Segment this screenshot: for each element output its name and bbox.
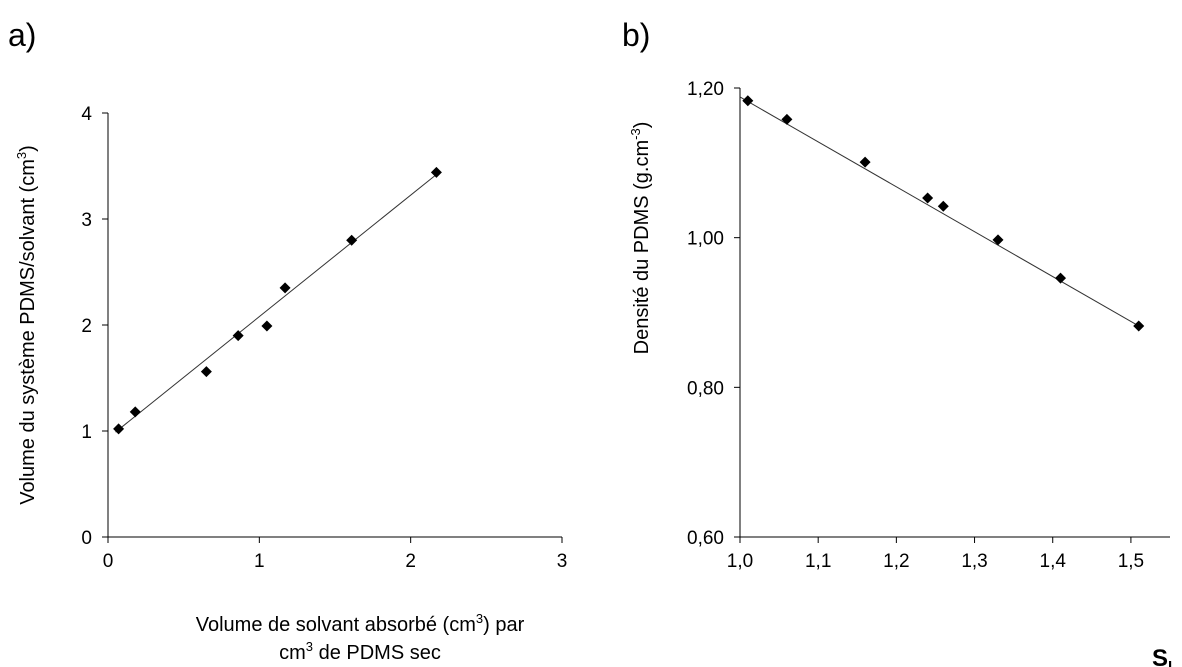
chart-b-ylabel: Densité du PDMS (g.cm-3): [628, 122, 653, 355]
chart-a-xlabel-line2: cm3 de PDMS sec: [279, 639, 441, 664]
chart-a: a) 0 1 2 3 0 1 2 3 4 Volume de solvant absorbé (…: [8, 17, 567, 664]
chart-a-trendline: [115, 174, 437, 433]
chart-b-axes: [734, 87, 1170, 543]
b-x-tick-label: 1,0: [727, 551, 753, 572]
a-data-point: [232, 330, 244, 342]
a-data-point: [261, 320, 273, 332]
a-data-point: [129, 406, 141, 418]
a-data-point: [113, 423, 125, 435]
b-y-tick-label: 0,60: [687, 528, 724, 549]
a-data-point: [279, 282, 291, 294]
chart-a-xlabel-line1: Volume de solvant absorbé (cm3) par: [196, 611, 525, 636]
b-data-point: [922, 192, 934, 204]
a-data-point: [346, 234, 358, 246]
a-data-point: [200, 366, 212, 378]
chart-b-xlabel: SL: [1152, 645, 1177, 667]
a-y-tick-label: 4: [81, 104, 92, 125]
chart-a-ylabel: Volume du système PDMS/solvant (cm3): [14, 145, 39, 505]
a-data-point: [430, 166, 442, 178]
b-x-tick-label: 1,5: [1118, 551, 1144, 572]
panel-label-a: a): [8, 17, 36, 53]
chart-a-axes: [102, 112, 563, 543]
a-y-tick-label: 1: [81, 422, 92, 443]
b-x-tick-label: 1,2: [883, 551, 909, 572]
a-x-tick-label: 0: [103, 551, 114, 572]
chart-b-tick-labels: 1,0 1,1 1,2 1,3 1,4 1,5 0,60 0,80 1,00 1,20: [687, 79, 1144, 572]
chart-b-points: [742, 95, 1145, 332]
b-data-point: [742, 95, 754, 107]
b-x-tick-label: 1,1: [805, 551, 831, 572]
b-data-point: [937, 200, 949, 212]
b-x-tick-label: 1,4: [1040, 551, 1067, 572]
b-data-point: [992, 234, 1004, 246]
b-data-point: [859, 156, 871, 168]
b-data-point: [1133, 320, 1145, 332]
b-y-tick-label: 1,00: [687, 229, 724, 250]
b-trend-line: [739, 96, 1139, 327]
b-data-point: [1055, 272, 1067, 284]
a-y-tick-label: 3: [81, 210, 92, 231]
a-x-tick-label: 1: [254, 551, 265, 572]
b-x-tick-label: 1,3: [961, 551, 987, 572]
chart-b: b) 1,0 1,1 1,2 1,3 1,4 1,5 0,60 0,80 1,00 1,20 SL…: [622, 17, 1177, 667]
chart-b-trendline: [739, 96, 1139, 327]
a-y-tick-label: 2: [81, 316, 92, 337]
b-data-point: [781, 113, 793, 125]
chart-a-tick-labels: 0 1 2 3 0 1 2 3 4: [81, 104, 567, 572]
a-y-tick-label: 0: [81, 528, 92, 549]
chart-a-points: [113, 166, 442, 435]
b-y-tick-label: 1,20: [687, 79, 724, 100]
b-y-tick-label: 0,80: [687, 378, 724, 399]
panel-label-b: b): [622, 17, 650, 53]
a-x-tick-label: 2: [405, 551, 416, 572]
a-trend-line: [115, 174, 437, 433]
a-x-tick-label: 3: [557, 551, 568, 572]
